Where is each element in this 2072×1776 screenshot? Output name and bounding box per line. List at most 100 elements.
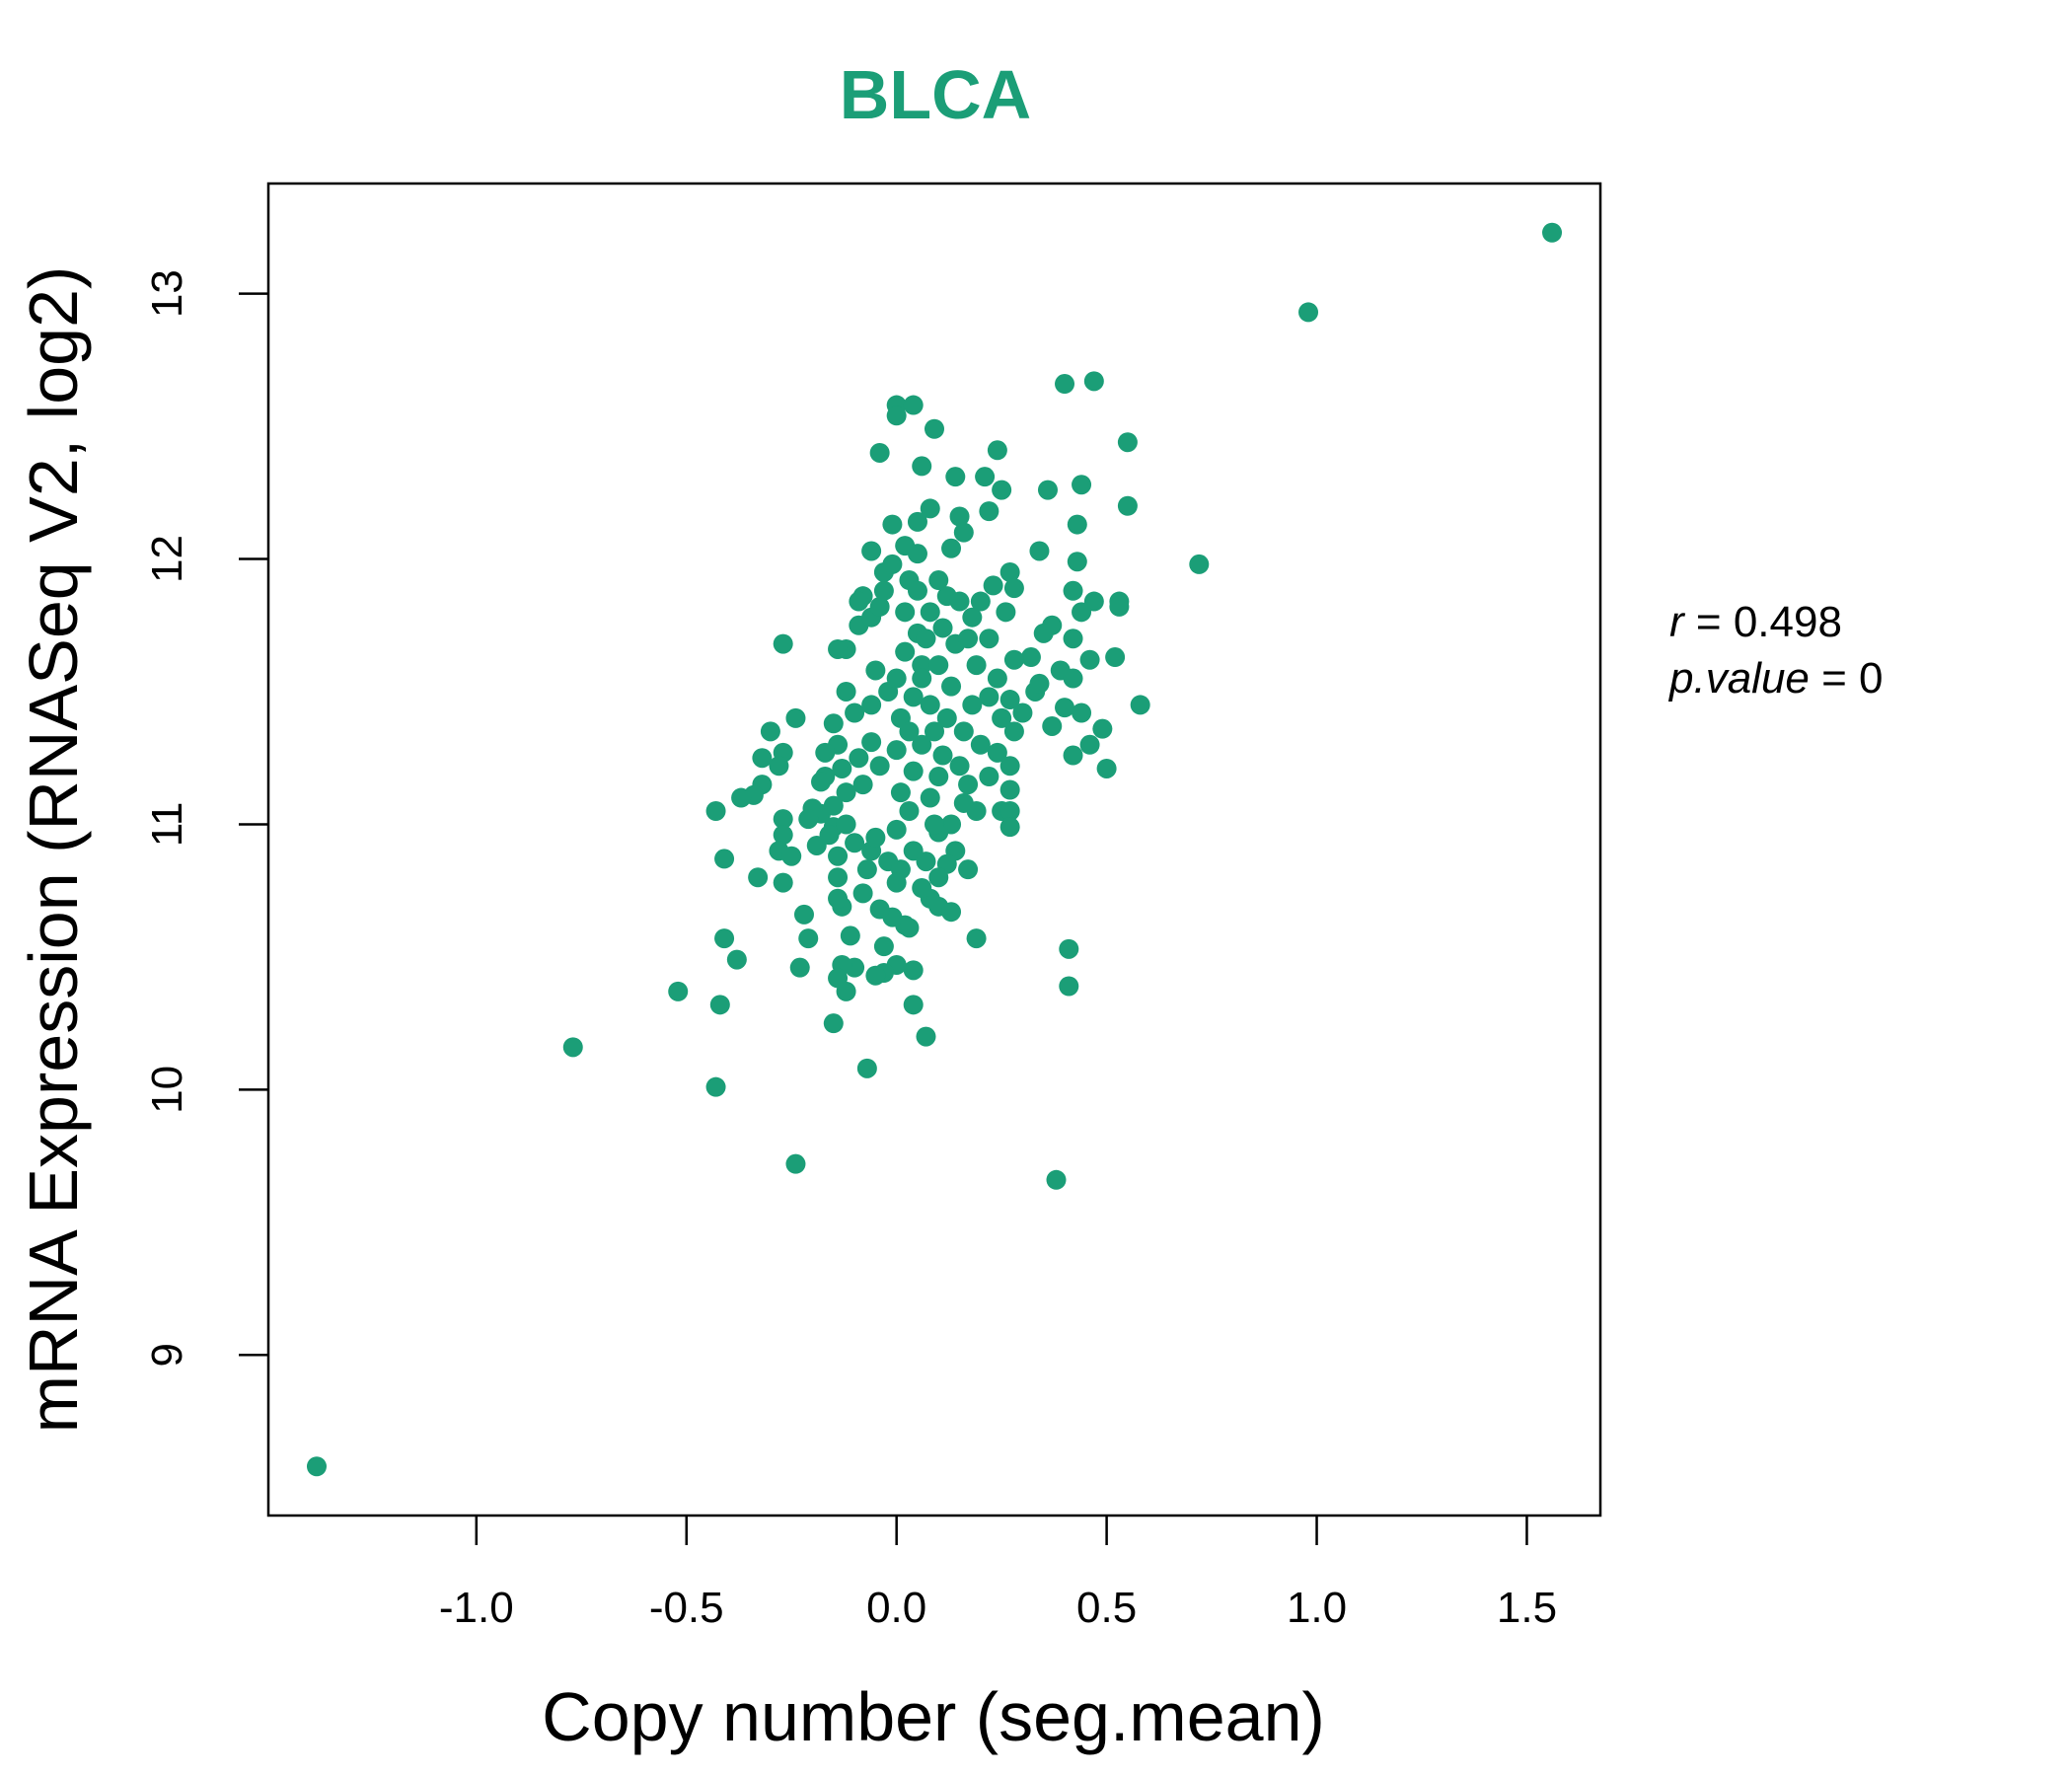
data-point [726, 949, 747, 970]
data-point [849, 591, 869, 612]
data-point [1117, 495, 1138, 516]
data-point [828, 867, 849, 888]
data-point [928, 655, 949, 676]
svg-text:p.value = 0: p.value = 0 [1667, 654, 1884, 703]
data-point [1042, 715, 1063, 736]
data-point [865, 660, 886, 681]
data-point [836, 681, 856, 702]
data-point [789, 957, 810, 978]
x-tick-label: -0.5 [649, 1584, 724, 1632]
data-point [912, 734, 932, 755]
data-point [1029, 673, 1050, 694]
data-point [828, 888, 849, 909]
data-point [845, 833, 865, 853]
data-point [895, 641, 916, 662]
data-point [907, 511, 927, 532]
data-point [882, 554, 903, 574]
data-point [970, 734, 991, 755]
data-point [936, 707, 957, 728]
data-point [856, 859, 877, 880]
svg-text:r = 0.498: r = 0.498 [1669, 598, 1842, 646]
data-point [999, 561, 1020, 582]
x-tick-label: 0.5 [1076, 1584, 1137, 1632]
x-axis-label: Copy number (seg.mean) [542, 1678, 1325, 1755]
data-point [836, 814, 856, 835]
data-point [1109, 596, 1130, 617]
data-point [1059, 938, 1079, 959]
x-tick-label: 1.5 [1497, 1584, 1557, 1632]
data-point [1012, 703, 1033, 723]
data-point [823, 795, 844, 816]
data-point [899, 918, 920, 938]
data-point [886, 668, 907, 689]
data-point [668, 981, 689, 1001]
data-point [1079, 649, 1100, 670]
data-point [907, 580, 927, 601]
data-point [1063, 629, 1083, 649]
data-point [1037, 480, 1058, 500]
data-points [306, 222, 1563, 1477]
p-value: 0 [1859, 654, 1883, 703]
data-point [907, 544, 927, 564]
data-point [916, 851, 936, 872]
data-point [1029, 541, 1050, 561]
data-point [941, 902, 962, 923]
data-point [925, 814, 944, 835]
data-point [979, 629, 999, 649]
data-point [987, 668, 1007, 689]
data-point [920, 498, 940, 519]
data-point [916, 1026, 936, 1047]
data-point [752, 748, 773, 769]
data-point [1105, 647, 1126, 668]
data-point [999, 817, 1020, 838]
data-point [709, 995, 730, 1015]
data-point [731, 787, 752, 808]
data-point [903, 761, 924, 781]
data-point [823, 1013, 844, 1034]
data-point [781, 846, 802, 866]
data-point [869, 442, 890, 463]
data-point [1067, 552, 1087, 572]
data-point [1003, 649, 1024, 670]
data-point [992, 707, 1012, 728]
data-point [1117, 432, 1138, 453]
data-point [873, 936, 894, 957]
x-tick-label: -1.0 [439, 1584, 514, 1632]
data-point [714, 849, 735, 869]
data-point [1079, 734, 1100, 755]
data-point [773, 633, 793, 654]
data-point [306, 1456, 327, 1477]
data-point [773, 825, 793, 846]
data-point [920, 602, 940, 623]
data-point [970, 591, 991, 612]
data-point [865, 965, 886, 986]
data-point [992, 480, 1012, 500]
data-point [748, 867, 769, 888]
data-point [983, 575, 1003, 596]
data-point [861, 695, 882, 715]
r-value: 0.498 [1734, 598, 1842, 646]
data-point [1003, 721, 1024, 742]
data-point [949, 506, 970, 527]
data-point [760, 721, 780, 742]
data-point [903, 960, 924, 981]
data-point [869, 899, 890, 920]
data-point [861, 732, 882, 753]
correlation-annotation: r = 0.498 p.value = 0 [1667, 598, 1884, 703]
data-point [899, 801, 920, 822]
data-point [714, 928, 735, 949]
data-point [987, 440, 1007, 461]
data-point [949, 591, 970, 612]
p-label: p.value [1667, 654, 1810, 703]
data-point [912, 456, 932, 477]
data-point [932, 618, 953, 638]
data-point [953, 792, 974, 813]
plot-frame [266, 182, 1602, 1517]
data-point [899, 721, 920, 742]
data-point [840, 925, 860, 946]
data-point [916, 629, 936, 649]
data-point [886, 406, 907, 426]
data-point [823, 713, 844, 734]
data-point [932, 745, 953, 766]
